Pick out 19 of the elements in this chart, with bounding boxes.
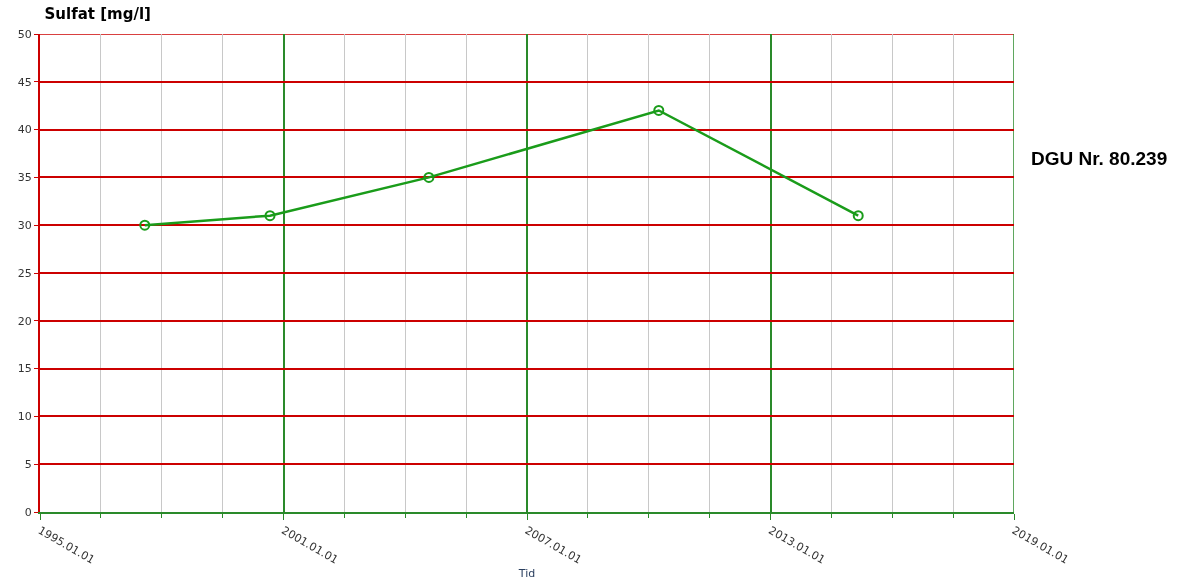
y-tick-label: 50 (17, 27, 32, 41)
chart-title: Sulfat [mg/l] (44, 5, 151, 24)
point (139, 219, 151, 231)
y-tick-label: 5 (24, 458, 32, 472)
y-tick-label: 40 (17, 123, 32, 137)
y-tick-label: 20 (17, 314, 32, 328)
y-tick-label: 35 (17, 171, 32, 185)
y-tick-label: 25 (17, 266, 32, 280)
y-tick-label: 10 (17, 410, 32, 424)
y-tick-label: 0 (24, 505, 32, 519)
text: DGU Nr. 80.239 (1031, 148, 1168, 169)
point (423, 171, 435, 183)
point (653, 104, 665, 116)
y-tick-label: 45 (17, 75, 32, 89)
y-tick-label: 15 (17, 362, 32, 376)
point (264, 210, 276, 222)
x-axis-title: Tid (517, 566, 536, 580)
y-tick-label: 30 (17, 219, 32, 233)
point (852, 210, 864, 222)
